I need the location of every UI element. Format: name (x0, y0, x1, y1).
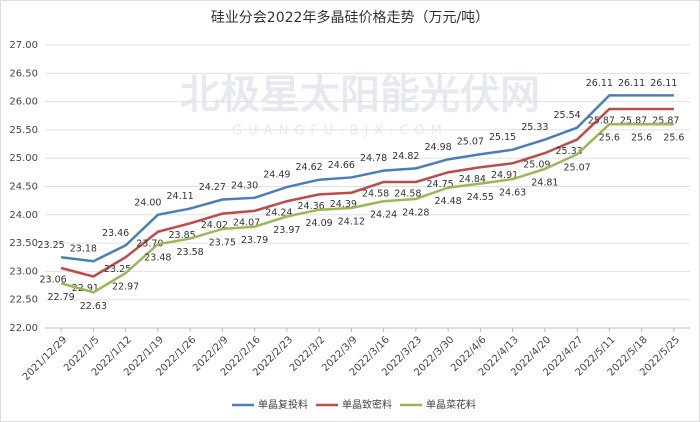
data-label: 23.75 (209, 237, 236, 248)
y-tick-label: 22.00 (9, 323, 38, 334)
data-label: 23.58 (177, 247, 204, 258)
data-label: 25.87 (652, 115, 679, 126)
y-tick-label: 22.50 (9, 295, 38, 306)
data-label: 25.6 (631, 133, 652, 144)
series-line (60, 122, 674, 294)
data-label: 26.11 (586, 78, 613, 89)
data-label: 23.85 (169, 230, 196, 241)
data-label: 24.27 (199, 182, 226, 193)
data-label: 24.12 (338, 217, 365, 228)
data-label: 24.30 (231, 180, 258, 191)
data-label: 23.25 (104, 264, 131, 275)
data-label: 24.02 (201, 220, 228, 231)
data-label: 23.46 (102, 228, 129, 239)
data-label: 24.28 (402, 207, 429, 218)
legend-label: 单晶致密料 (342, 398, 392, 411)
data-label: 25.33 (521, 122, 548, 133)
y-tick-label: 26.50 (9, 68, 38, 79)
data-label: 24.49 (263, 170, 290, 181)
data-label: 24.55 (467, 192, 494, 203)
data-label: 24.91 (491, 170, 518, 181)
data-label: 24.00 (134, 197, 161, 208)
data-label: 26.11 (650, 78, 677, 89)
y-tick-label: 26.00 (9, 97, 38, 108)
data-label: 23.70 (136, 238, 163, 249)
data-label: 24.62 (296, 162, 323, 173)
data-label: 25.15 (489, 132, 516, 143)
data-label: 24.81 (531, 177, 558, 188)
data-label: 24.07 (233, 217, 260, 228)
data-label: 23.97 (273, 225, 300, 236)
data-label: 23.18 (70, 244, 97, 255)
y-tick-label: 23.50 (9, 238, 38, 249)
data-label: 23.48 (144, 253, 171, 264)
data-label: 22.97 (112, 282, 139, 293)
watermark: 北极星太阳能光伏网 (180, 72, 540, 118)
data-label: 25.6 (599, 133, 620, 144)
data-label: 24.36 (298, 201, 325, 212)
series-line (60, 94, 674, 263)
data-label: 24.63 (499, 188, 526, 199)
data-label: 24.39 (330, 199, 357, 210)
data-label: 25.87 (620, 115, 647, 126)
y-tick-label: 25.50 (9, 125, 38, 136)
data-label: 22.63 (80, 301, 107, 312)
data-label: 25.33 (556, 146, 583, 157)
data-label: 22.91 (72, 283, 99, 294)
data-label: 24.09 (306, 218, 333, 229)
data-label: 23.06 (40, 275, 67, 286)
data-label: 25.07 (564, 163, 591, 174)
legend-label: 单晶复投料 (258, 398, 308, 411)
data-label: 24.75 (427, 179, 454, 190)
data-label: 24.66 (328, 160, 355, 171)
data-label: 24.24 (265, 208, 292, 219)
data-label: 25.09 (523, 160, 550, 171)
data-label: 24.58 (362, 188, 389, 199)
data-label: 23.79 (241, 235, 268, 246)
chart-title: 硅业分会2022年多晶硅价格走势（万元/吨） (211, 9, 489, 26)
y-tick-label: 24.00 (9, 210, 38, 221)
series-line (60, 107, 674, 278)
data-label: 25.54 (554, 110, 581, 121)
data-label: 24.58 (394, 188, 421, 199)
legend-label: 单晶菜花料 (426, 398, 476, 411)
data-label: 24.48 (435, 196, 462, 207)
data-label: 26.11 (618, 78, 645, 89)
data-label: 23.25 (38, 240, 65, 251)
watermark-sub: GUANGFU.BJX.COM (232, 124, 448, 139)
data-label: 24.98 (425, 142, 452, 153)
data-label: 22.79 (48, 292, 75, 303)
y-tick-label: 23.00 (9, 266, 38, 277)
data-label: 25.6 (663, 133, 684, 144)
y-tick-label: 27.00 (9, 40, 38, 51)
data-label: 24.82 (392, 151, 419, 162)
data-label: 24.78 (360, 153, 387, 164)
y-tick-label: 25.00 (9, 153, 38, 164)
data-label: 24.24 (370, 210, 397, 221)
data-label: 24.11 (167, 191, 194, 202)
data-label: 24.84 (459, 174, 486, 185)
y-tick-label: 24.50 (9, 182, 38, 193)
data-label: 25.07 (457, 137, 484, 148)
data-label: 25.87 (588, 115, 615, 126)
